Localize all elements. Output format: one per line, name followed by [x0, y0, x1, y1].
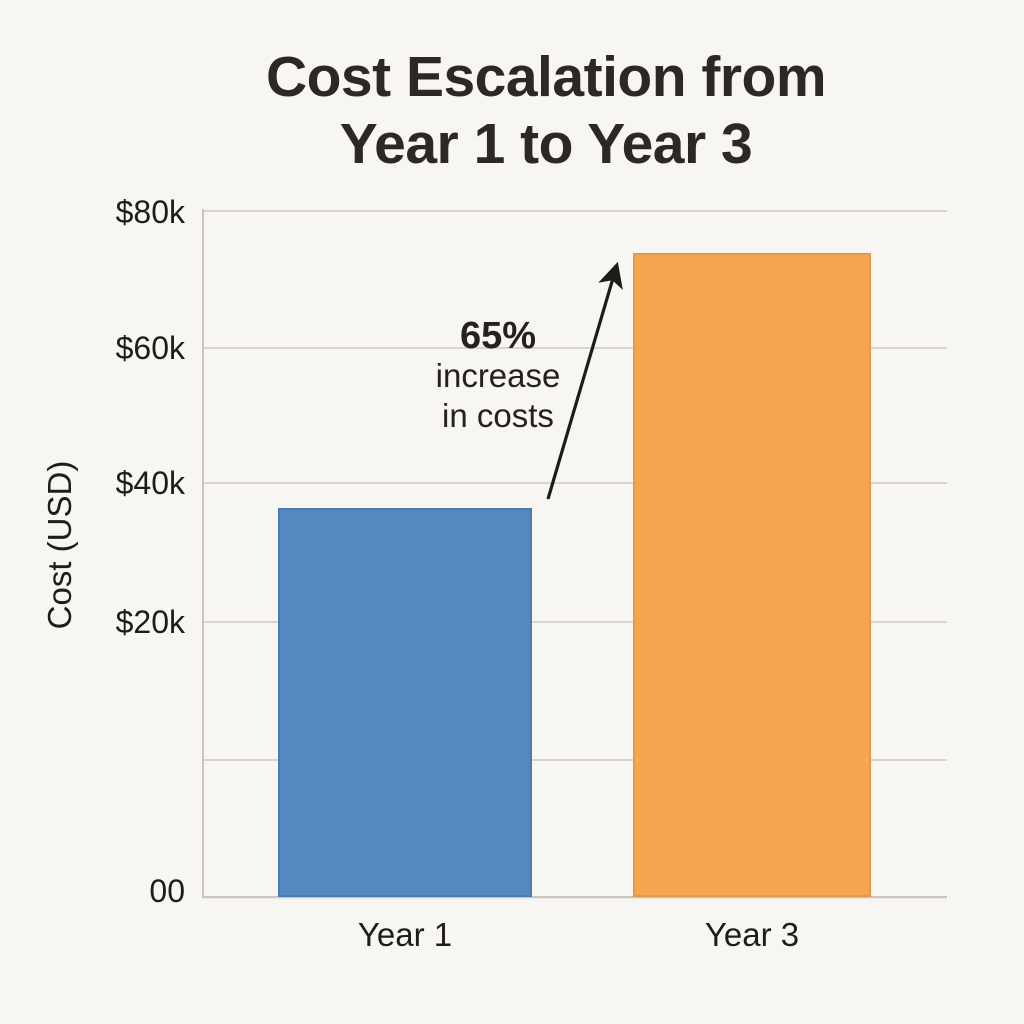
bar-year-1 [278, 508, 532, 897]
ytick-60k: $60k [115, 330, 185, 366]
chart-title-line1: Cost Escalation from [265, 45, 827, 109]
xtick-year-3: Year 3 [704, 916, 800, 953]
gridline-unlabeled [202, 759, 947, 761]
gridline-20k [202, 621, 947, 623]
y-axis-line [202, 209, 204, 898]
chart-title-line2: Year 1 to Year 3 [339, 112, 753, 176]
ytick-20k: $20k [115, 604, 185, 640]
xtick-year-1: Year 1 [357, 916, 453, 953]
x-axis-line [202, 896, 947, 898]
annotation-line2: increase [435, 357, 561, 394]
ytick-zero: 00 [149, 873, 185, 909]
annotation-percent: 65% [459, 315, 537, 357]
ytick-80k: $80k [115, 194, 185, 230]
chart-title: Cost Escalation from Year 1 to Year 3 [68, 44, 1024, 178]
ytick-40k: $40k [115, 465, 185, 501]
annotation-line3: in costs [442, 397, 554, 434]
bar-year-3 [633, 253, 871, 897]
gridline-80k [202, 210, 947, 212]
annotation-increase: 65% increase in costs [436, 316, 561, 436]
y-axis-title: Cost (USD) [41, 460, 78, 630]
